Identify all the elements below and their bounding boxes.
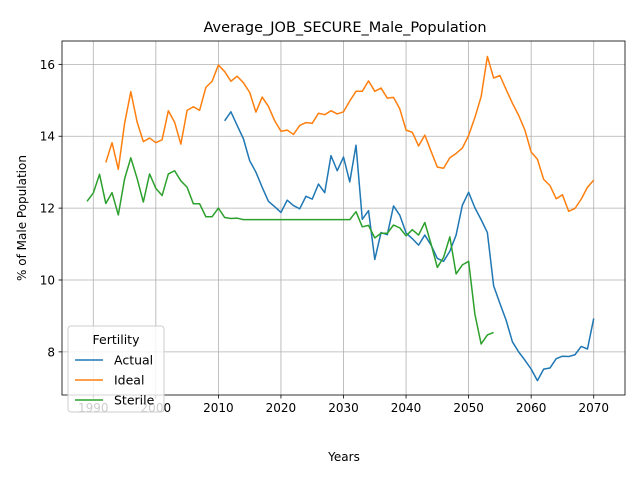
x-axis-label: Years bbox=[327, 450, 360, 464]
legend-label-actual: Actual bbox=[114, 353, 153, 368]
x-tick-label: 2010 bbox=[203, 401, 234, 415]
series-line-sterile bbox=[86, 157, 494, 345]
legend-label-ideal: Ideal bbox=[114, 373, 144, 388]
x-tick-label: 2060 bbox=[516, 401, 547, 415]
x-tick-label: 2070 bbox=[578, 401, 609, 415]
y-tick-label: 8 bbox=[47, 345, 55, 359]
legend-title: Fertility bbox=[93, 332, 141, 347]
x-tick-label: 2040 bbox=[391, 401, 422, 415]
x-tick-label: 2050 bbox=[453, 401, 484, 415]
series-lines bbox=[86, 55, 595, 382]
y-tick-label: 12 bbox=[40, 202, 55, 216]
grid-lines bbox=[62, 41, 625, 395]
series-line-actual bbox=[224, 111, 595, 382]
x-tick-label: 2020 bbox=[266, 401, 297, 415]
chart-title: Average_JOB_SECURE_Male_Population bbox=[203, 20, 486, 36]
x-tick-label: 2030 bbox=[328, 401, 359, 415]
legend-label-sterile: Sterile bbox=[114, 393, 155, 408]
series-line-ideal bbox=[105, 55, 595, 213]
y-tick-label: 14 bbox=[40, 130, 55, 144]
y-tick-label: 16 bbox=[40, 58, 55, 72]
y-tick-label: 10 bbox=[40, 273, 55, 287]
legend: Fertility Actual Ideal Sterile bbox=[67, 325, 165, 413]
legend-frame bbox=[67, 325, 165, 413]
y-axis-label: % of Male Population bbox=[15, 155, 29, 281]
